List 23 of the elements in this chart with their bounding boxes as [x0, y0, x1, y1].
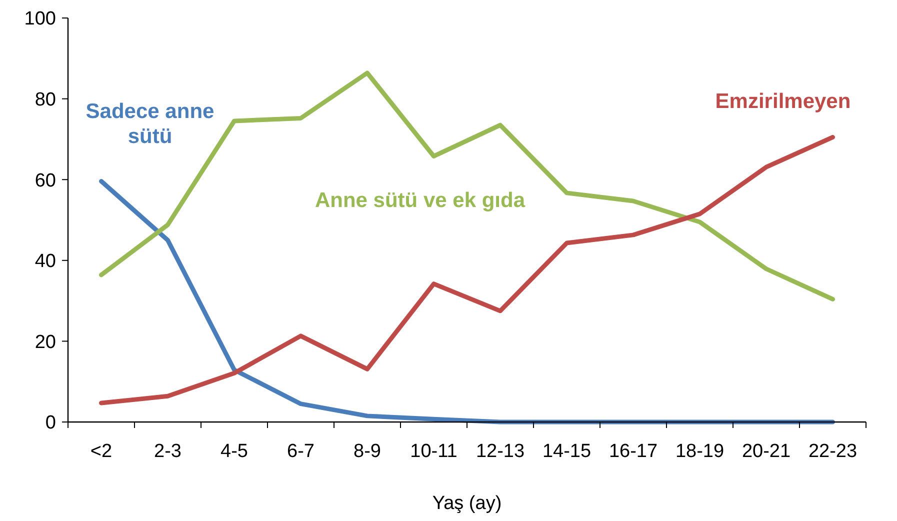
x-tick-label: 12-13 [476, 441, 525, 462]
x-tick-label: 14-15 [542, 441, 592, 462]
x-axis-title: Yaş (ay) [432, 493, 502, 514]
x-tick-label: 6-7 [287, 441, 314, 462]
y-tick-label: 80 [34, 89, 56, 110]
x-tick-label: 4-5 [220, 441, 248, 462]
x-tick-label: 18-19 [675, 441, 724, 462]
series-label: Emzirilmeyen [715, 90, 851, 113]
y-tick-label: 60 [34, 170, 56, 192]
x-tick-label: 20-21 [742, 441, 791, 462]
y-tick-label: 40 [34, 251, 56, 272]
x-tick-label: 10-11 [410, 441, 458, 462]
x-tick-label: 22-23 [808, 441, 858, 462]
series-label: Anne sütü ve ek gıda [314, 189, 526, 212]
x-tick-label: 16-17 [608, 441, 658, 462]
line-series [99, 178, 835, 424]
x-tick-label: <2 [90, 441, 112, 462]
x-tick-label: 2-3 [154, 441, 182, 462]
x-tick-label: 8-9 [354, 441, 381, 462]
y-tick-label: 0 [45, 412, 56, 434]
y-tick-label: 20 [34, 332, 56, 353]
y-tick-label: 100 [24, 8, 56, 30]
series-label: Sadece anne sütü [86, 100, 214, 148]
